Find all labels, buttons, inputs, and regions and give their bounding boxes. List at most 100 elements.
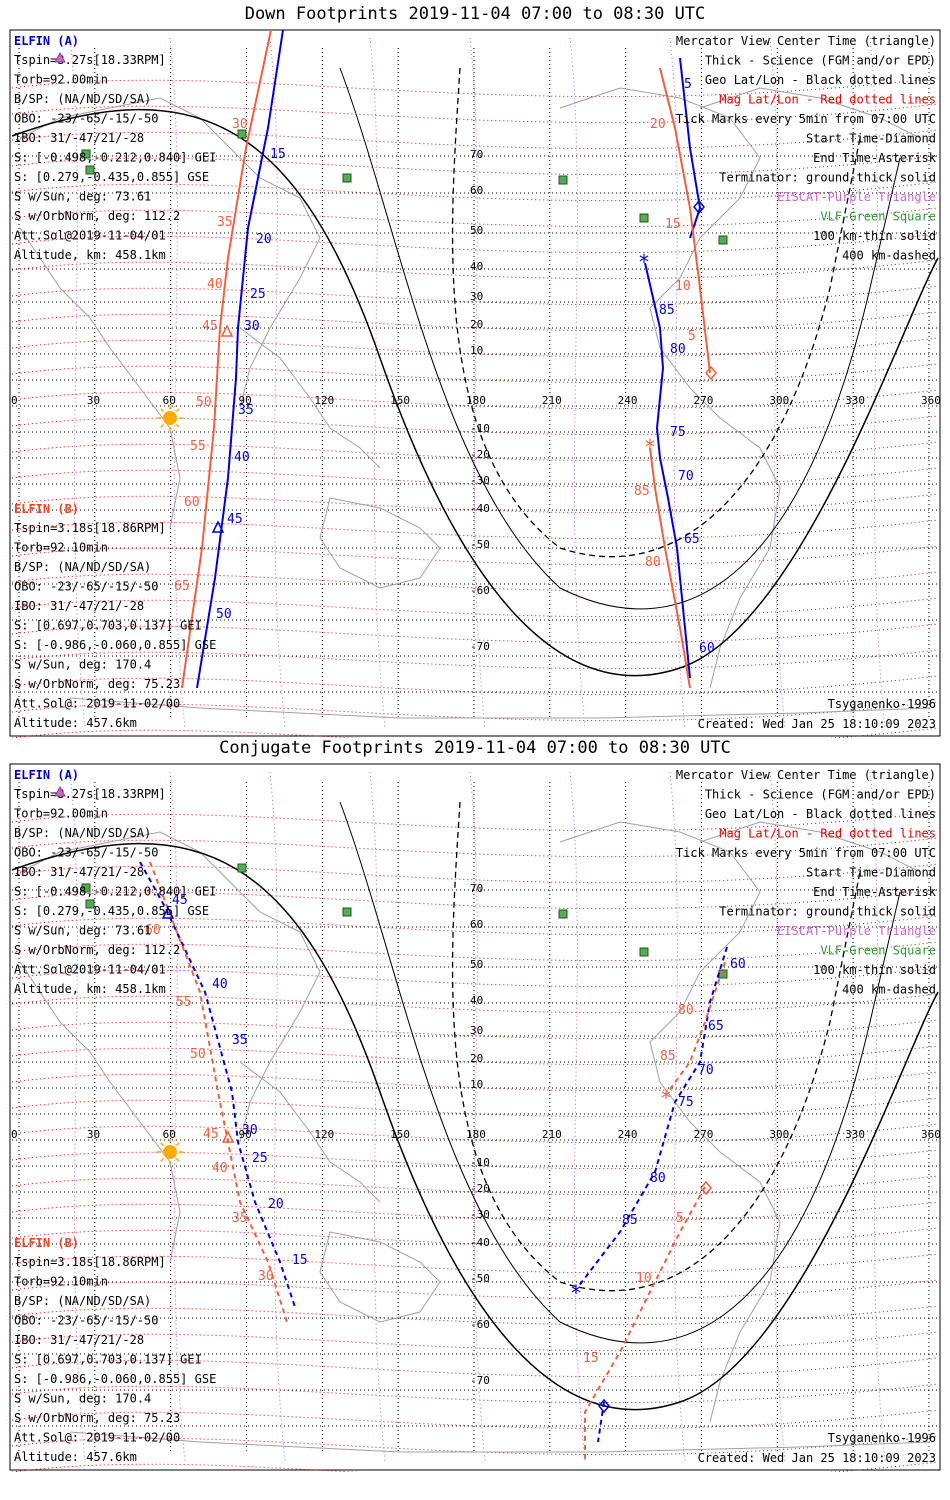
elfin-b-info-line: S w/Sun, deg: 170.4 — [14, 658, 151, 672]
elfin-a-track-west — [196, 29, 284, 689]
mag-grid — [11, 37, 939, 738]
lon-label: 210 — [542, 1128, 562, 1141]
elfin-b-info-line: S: [-0.986,-0.060,0.855] GSE — [14, 1372, 216, 1386]
lon-label: 60 — [163, 394, 176, 407]
sun-ray — [175, 408, 180, 413]
lon-label: 30 — [87, 394, 100, 407]
elfin-a-info-line: Att.Sol@2019-11-04/01 — [14, 229, 166, 243]
lat-label: 30 — [470, 1024, 483, 1037]
elfin-b-tick-label: 45 — [202, 319, 218, 334]
mag-parallel — [11, 889, 939, 910]
vlf-square — [237, 129, 247, 139]
lon-label: 300 — [769, 394, 789, 407]
mag-parallel — [11, 993, 939, 1014]
lat-label: 10 — [470, 344, 483, 357]
elfin-a-info-line: S: [0.279,-0.435,0.855] GSE — [14, 904, 209, 918]
coastline — [699, 821, 921, 873]
mag-meridian — [169, 771, 186, 1463]
elfin-b-info-line: Altitude: 457.6km — [14, 716, 137, 730]
elfin-b-tick-label: 30 — [258, 1269, 274, 1284]
lon-label: 90 — [239, 394, 252, 407]
mag-meridian — [169, 37, 186, 729]
elfin-b-start-diamond — [705, 365, 717, 381]
elfin-b-info-line: IBO: 31/-47/21/-28 — [14, 1333, 144, 1347]
elfin-a-tick-label: 80 — [670, 342, 686, 357]
elfin-b-name: ELFIN (B) — [14, 1236, 79, 1250]
lat-label: -60 — [470, 584, 490, 597]
mag-parallel — [11, 415, 939, 436]
mag-parallel — [11, 337, 939, 358]
mag-parallel — [11, 77, 939, 98]
elfin-a-tick-label: 20 — [268, 1197, 284, 1212]
elfin-b-tick-label: 50 — [196, 395, 212, 410]
elfin-a-tick-label: 75 — [670, 425, 686, 440]
mag-parallel — [11, 1149, 939, 1170]
mag-parallel — [11, 1097, 939, 1118]
mag-parallel — [11, 863, 939, 884]
sun-icon — [163, 411, 177, 425]
elfin-b-info-line: S w/OrbNorm, deg: 75.23 — [14, 677, 180, 691]
coastline — [559, 821, 761, 1123]
lon-label: 120 — [314, 394, 334, 407]
lat-label: -60 — [470, 1318, 490, 1331]
mag-parallel — [11, 389, 939, 410]
elfin-a-tick-label: 70 — [678, 469, 694, 484]
elfin-b-info-line: IBO: 31/-47/21/-28 — [14, 599, 144, 613]
coastline — [69, 697, 931, 719]
elfin-a-start-diamond — [598, 1398, 610, 1414]
elfin-b-tick-label: 15 — [583, 1351, 599, 1366]
elfin-b-track-east-upper — [659, 67, 711, 374]
legend-line: End Time-Asterisk — [813, 151, 937, 165]
lon-label: 90 — [239, 1128, 252, 1141]
lon-label: 30 — [87, 1128, 100, 1141]
elfin-b-tick-label: 55 — [190, 439, 206, 454]
lat-labels: 70 60 50 40 30 20 10 -10 -20 -30 -40 -50 -60 -70 — [470, 882, 490, 1387]
elfin-a-tick-label: 5 — [684, 77, 692, 92]
elfin-a-tick-label: 80 — [650, 1171, 666, 1186]
terminator-400km — [451, 801, 861, 1292]
coastline — [19, 227, 181, 529]
mag-meridian — [569, 37, 586, 729]
mag-parallel — [11, 311, 939, 332]
elfin-b-tick-label: 30 — [232, 117, 248, 132]
lon-label: 0 — [11, 1128, 18, 1141]
elfin-a-info-line: S: [-0.498,-0.212,0.840] GEI — [14, 885, 216, 899]
conjugate-footprints-map: 0 30 60 90 120 150 180 210 240 270 300 330 360706050… — [9, 763, 941, 1472]
lon-label: 270 — [694, 394, 714, 407]
legend-line: EISCAT-Purple Triangle — [777, 924, 936, 938]
eiscat-triangle — [54, 785, 66, 797]
elfin-a-tick-label: 40 — [234, 450, 250, 465]
legend-line: Geo Lat/Lon - Black dotted lines — [705, 807, 936, 821]
elfin-b-tick-label: 35 — [217, 215, 233, 230]
elfin-a-tick-label: 25 — [250, 287, 266, 302]
lon-label: 150 — [390, 394, 410, 407]
elfin-a-tick-label: 25 — [252, 1151, 268, 1166]
mag-parallel — [11, 915, 939, 936]
elfin-a-tick-label: 15 — [292, 1253, 308, 1268]
lat-label: -40 — [470, 502, 490, 515]
coastline — [19, 97, 321, 409]
satellite-tracks: 45 40 35 30 25 20 15 60 65 70 75 80 85 60 55 50 45 40 35 30… — [139, 861, 746, 1462]
sun-ray — [160, 423, 165, 428]
lat-label: 20 — [470, 1052, 483, 1065]
elfin-b-tick-label: 5 — [688, 329, 696, 344]
elfin-b-tick-label: 60 — [145, 923, 161, 938]
mag-parallel — [11, 1227, 939, 1248]
created-label: Created: Wed Jan 25 18:10:09 2023 — [698, 1451, 936, 1465]
mag-meridian — [469, 37, 486, 729]
lat-label: 40 — [470, 260, 483, 273]
elfin-b-info-line: Att.Sol@: 2019-11-02/00 — [14, 1431, 180, 1445]
lat-label: 60 — [470, 918, 483, 931]
elfin-a-end-asterisk: * — [638, 250, 650, 274]
vlf-square — [342, 907, 352, 917]
lat-label: 50 — [470, 958, 483, 971]
mag-parallel — [11, 1279, 939, 1300]
vlf-square — [558, 909, 568, 919]
legend: Mercator View Center Time (triangle) Thic… — [676, 768, 937, 997]
lon-label: 180 — [466, 394, 486, 407]
coastline — [239, 327, 381, 469]
elfin-b-name: ELFIN (B) — [14, 502, 79, 516]
elfin-a-tick-label: 45 — [172, 893, 188, 908]
sun-ray — [175, 423, 180, 428]
legend-line: Thick - Science (FGM and/or EPD) — [705, 788, 936, 802]
